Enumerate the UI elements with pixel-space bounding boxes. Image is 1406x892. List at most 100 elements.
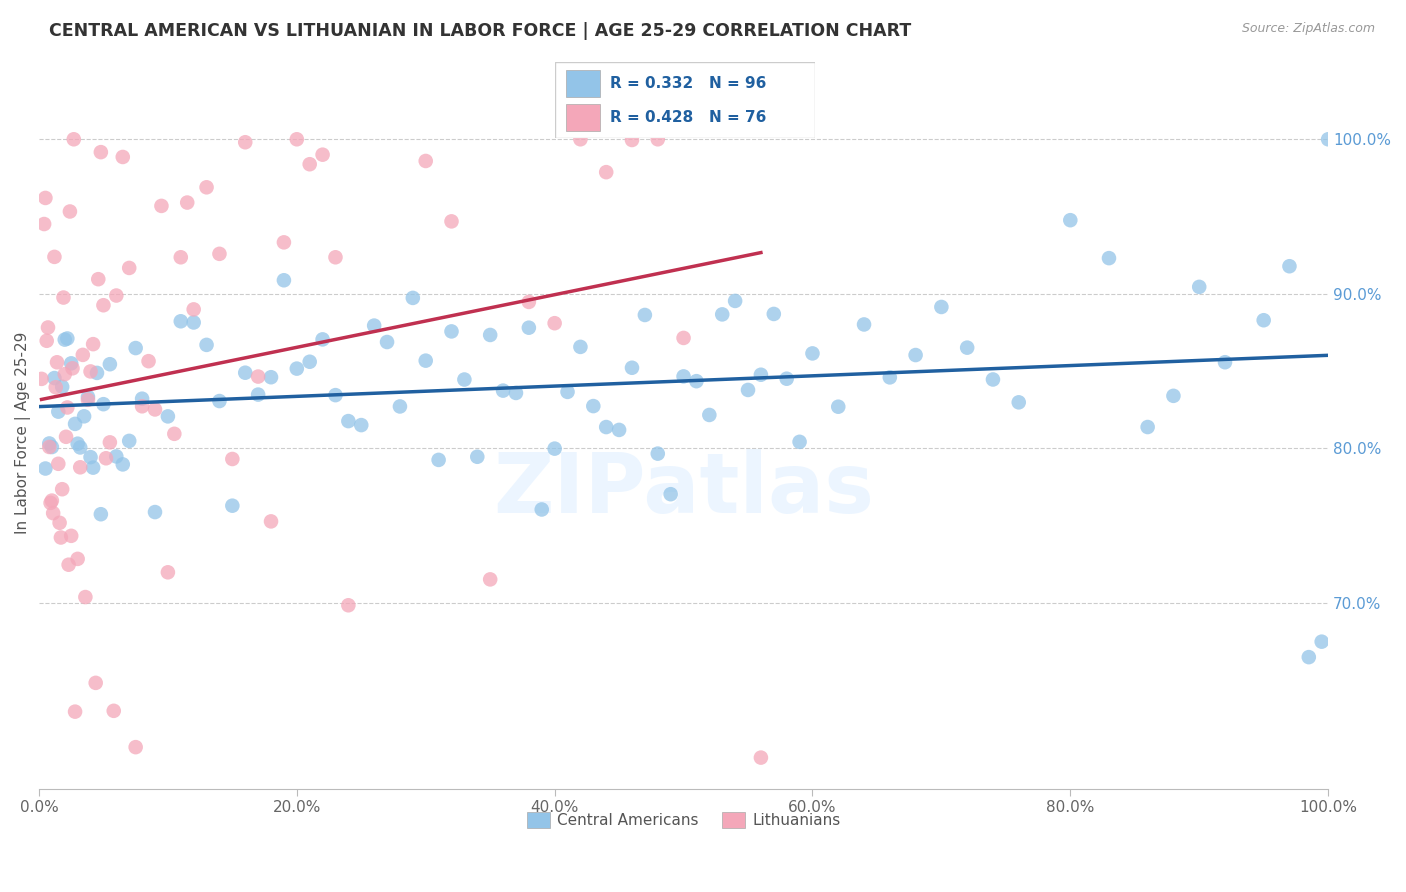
Point [170,250,193,264]
Point [51,482,73,496]
Point [62,361,84,376]
Point [195,338,218,352]
Point [1136,420,1159,434]
Point [1213,355,1236,369]
Point [118,260,141,275]
Text: ZIPatlas: ZIPatlas [494,450,875,531]
Point [273,235,295,250]
Point [77,392,100,407]
Point [77,390,100,404]
Point [156,409,179,424]
Point [34,461,56,475]
Point [90,507,112,521]
Point [776,372,799,386]
Point [247,369,270,384]
Point [350,418,373,433]
Point [94,451,117,466]
FancyBboxPatch shape [555,62,815,138]
Point [530,502,553,516]
Point [1253,313,1275,327]
Point [103,704,125,718]
Point [170,314,193,328]
Point [311,147,333,161]
Point [273,273,295,287]
Point [62,132,84,146]
Point [143,402,166,417]
Point [634,308,657,322]
Point [260,370,283,384]
Point [543,316,565,330]
Point [195,180,218,194]
Point [79,450,101,464]
Point [415,353,437,368]
Point [86,366,108,380]
Point [208,394,231,409]
Point [32,217,55,231]
Point [60,529,83,543]
Point [69,460,91,475]
Point [789,434,811,449]
Point [517,294,540,309]
Point [260,515,283,529]
Point [105,450,128,464]
Point [73,409,96,424]
Point [41,440,63,454]
Y-axis label: In Labor Force | Age 25-29: In Labor Force | Age 25-29 [15,332,31,534]
Point [38,440,60,454]
Point [337,414,360,428]
Point [956,341,979,355]
Point [66,552,89,566]
Point [42,506,65,520]
Point [557,384,579,399]
Point [82,337,104,351]
Point [183,302,205,317]
Point [131,392,153,406]
Text: R = 0.332   N = 96: R = 0.332 N = 96 [610,76,766,91]
Point [72,348,94,362]
Point [298,157,321,171]
Point [620,360,643,375]
Point [517,320,540,334]
Point [46,404,69,418]
Point [1298,650,1320,665]
Text: CENTRAL AMERICAN VS LITHUANIAN IN LABOR FORCE | AGE 25-29 CORRELATION CHART: CENTRAL AMERICAN VS LITHUANIAN IN LABOR … [49,22,911,40]
Point [58,558,80,572]
Point [53,367,76,381]
Point [931,300,953,314]
Point [1188,280,1211,294]
Point [337,599,360,613]
Point [375,334,398,349]
Point [737,383,759,397]
Point [724,293,747,308]
Point [143,505,166,519]
Point [427,453,450,467]
Point [49,531,72,545]
Point [55,430,77,444]
Point [138,354,160,368]
Point [45,380,67,394]
Point [34,191,56,205]
Point [388,400,411,414]
Point [298,355,321,369]
Text: R = 0.428   N = 76: R = 0.428 N = 76 [610,110,766,125]
Point [90,145,112,160]
Point [46,457,69,471]
Point [1163,389,1185,403]
Point [672,331,695,345]
Point [285,361,308,376]
Point [1008,395,1031,409]
Point [37,320,59,334]
Point [749,368,772,382]
Point [82,460,104,475]
Point [38,436,60,450]
Point [607,423,630,437]
Point [53,333,76,347]
Point [505,386,527,401]
Point [440,214,463,228]
Point [853,318,876,332]
Point [69,441,91,455]
Point [52,291,75,305]
Point [163,426,186,441]
Point [156,566,179,580]
Point [93,298,115,312]
